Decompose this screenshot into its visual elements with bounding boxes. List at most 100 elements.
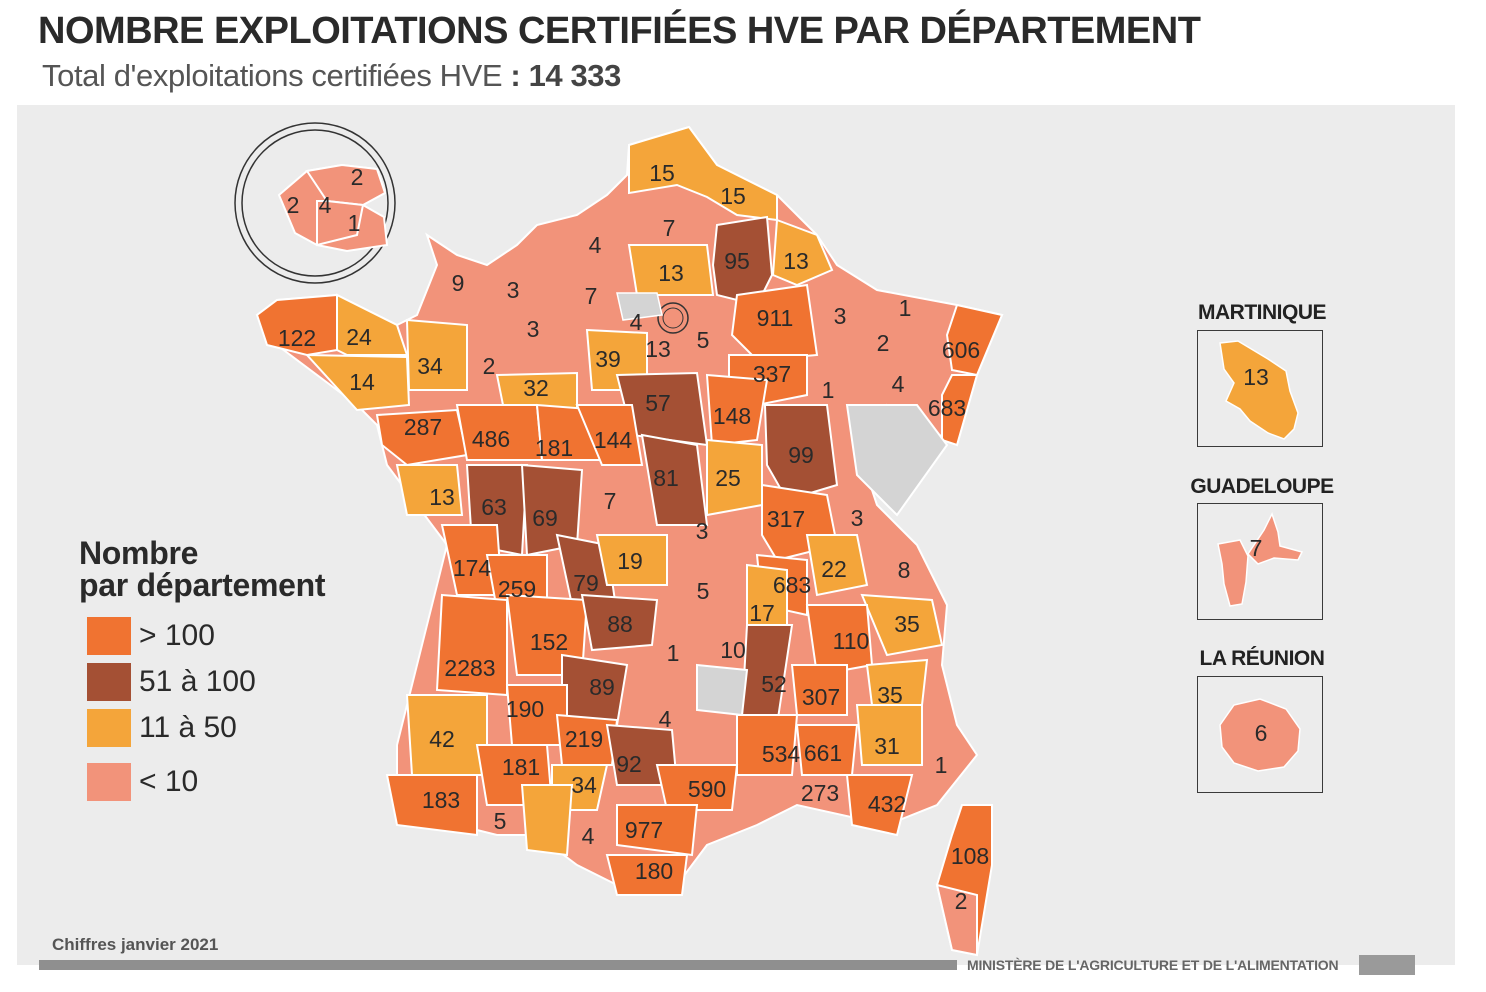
legend-item: > 100	[87, 617, 387, 657]
dept-vaucluse	[790, 664, 848, 716]
department-value: 180	[635, 858, 673, 884]
dept-pyr-orientales	[605, 854, 689, 896]
department-value: 13	[783, 248, 809, 274]
department-value: 317	[767, 506, 805, 532]
department-value: 174	[453, 555, 492, 581]
inset-title-martinique: MARTINIQUE	[1198, 301, 1327, 324]
legend-title: Nombre par département	[79, 535, 326, 603]
subtitle-separator: :	[502, 58, 529, 93]
department-value: 57	[645, 390, 671, 416]
legend-swatch	[87, 763, 131, 801]
department-value: 22	[821, 556, 847, 582]
legend-swatch	[87, 663, 131, 701]
department-value: 287	[404, 414, 442, 440]
subtitle-text: Total d'exploitations certifiées HVE	[42, 58, 503, 93]
department-value: 534	[762, 741, 801, 767]
department-value: 683	[773, 572, 811, 598]
department-value: 181	[502, 754, 540, 780]
dept-oise	[627, 244, 715, 296]
department-value: 92	[616, 751, 642, 777]
department-value: 4	[630, 309, 643, 335]
dept-var	[845, 774, 914, 837]
paris-department-value: 4	[319, 192, 332, 218]
dept-alpes-haute-provence	[855, 704, 923, 766]
department-shapes	[255, 125, 1004, 957]
page-title: NOMBRE EXPLOITATIONS CERTIFIÉES HVE PAR …	[38, 10, 1201, 52]
total-value: 14 333	[528, 58, 622, 93]
ministry-name: MINISTÈRE DE L'AGRICULTURE ET DE L'ALIME…	[967, 957, 1339, 973]
department-value: 110	[833, 628, 870, 654]
department-value: 1	[822, 377, 835, 403]
source-note: Chiffres janvier 2021	[52, 935, 219, 954]
department-value: 2283	[444, 655, 495, 681]
legend-title-line2: par département	[79, 567, 326, 603]
dept-correze	[580, 593, 659, 652]
dept-ain	[805, 534, 869, 597]
department-value: 81	[653, 465, 679, 491]
department-value: 52	[761, 671, 787, 697]
department-value: 122	[278, 325, 316, 351]
department-value: 3	[696, 518, 709, 544]
department-value: 486	[472, 426, 510, 452]
dept-aude	[616, 804, 699, 857]
legend-label: 51 à 100	[139, 665, 256, 698]
dept-creuse	[595, 534, 668, 586]
corse-sud	[935, 883, 978, 957]
legend-item: < 10	[87, 763, 387, 803]
dept-loire-atlantique	[375, 408, 469, 467]
legend-item: 51 à 100	[87, 663, 387, 703]
department-value: 148	[713, 403, 751, 429]
dept-ardennes	[771, 218, 834, 287]
inset-title-guadeloupe: GUADELOUPE	[1190, 475, 1334, 498]
dept-haute-savoie	[860, 593, 944, 657]
paris-department-value: 1	[348, 210, 361, 236]
department-value: 7	[585, 283, 598, 309]
department-value: 183	[422, 787, 460, 813]
inset-value: 6	[1255, 720, 1268, 746]
dept-cantal	[696, 663, 749, 717]
department-value: 42	[429, 726, 455, 752]
department-value: 95	[724, 248, 750, 274]
department-value: 144	[594, 427, 633, 453]
legend-item: 11 à 50	[87, 709, 387, 749]
department-value: 273	[801, 780, 839, 806]
department-value: 4	[892, 371, 905, 397]
department-value: 79	[573, 570, 599, 596]
legend-title-line1: Nombre	[79, 535, 199, 571]
legend-label: < 10	[139, 765, 199, 798]
inset-value: 7	[1250, 535, 1263, 561]
inset-martinique: 13	[1197, 330, 1323, 447]
department-value: 88	[607, 611, 633, 637]
department-value: 3	[851, 505, 864, 531]
dept-herault	[655, 764, 739, 811]
department-value: 39	[595, 346, 621, 372]
department-value: 3	[527, 316, 540, 342]
dept-cotes	[336, 293, 409, 356]
department-value: 977	[625, 817, 663, 843]
department-value: 1	[935, 752, 948, 778]
dept-vendee	[395, 464, 464, 516]
department-value: 606	[942, 337, 980, 363]
department-value: 35	[877, 682, 903, 708]
paris-department-value: 2	[287, 192, 300, 218]
department-value: 3	[507, 277, 520, 303]
dept-bas-rhin	[945, 303, 1004, 377]
department-value: 24	[346, 324, 372, 350]
department-value: 2	[483, 353, 496, 379]
department-value: 63	[481, 494, 507, 520]
department-value: 7	[663, 215, 676, 241]
department-value: 10	[720, 637, 746, 663]
department-value: 9	[452, 270, 465, 296]
department-value: 13	[429, 484, 455, 510]
department-value: 190	[506, 696, 544, 722]
legend: Nombre par département > 100 51 à 100 11…	[79, 535, 326, 801]
paris-marker	[657, 302, 689, 334]
department-value: 337	[753, 361, 791, 387]
department-value: 14	[349, 369, 375, 395]
department-value: 5	[494, 808, 507, 834]
department-value: 181	[535, 435, 573, 461]
dept-nord	[628, 125, 778, 222]
